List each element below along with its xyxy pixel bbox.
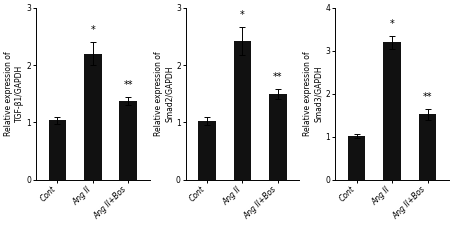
Text: *: * [390, 19, 395, 29]
Text: *: * [240, 10, 245, 20]
Text: **: ** [423, 92, 432, 102]
Y-axis label: Relative expression of
Smad2/GAPDH: Relative expression of Smad2/GAPDH [154, 52, 174, 136]
Text: *: * [91, 25, 95, 35]
Bar [269, 94, 287, 180]
Bar [84, 54, 102, 180]
Bar [48, 120, 66, 180]
Bar [348, 136, 366, 180]
Y-axis label: Relative expression of
Smad3/GAPDH: Relative expression of Smad3/GAPDH [304, 52, 323, 136]
Text: **: ** [124, 80, 133, 90]
Bar [120, 101, 137, 180]
Bar [198, 121, 216, 180]
Text: **: ** [273, 72, 283, 82]
Bar [234, 41, 251, 180]
Bar [383, 42, 401, 180]
Y-axis label: Relative expression of
TGF-β1/GAPDH: Relative expression of TGF-β1/GAPDH [4, 52, 24, 136]
Bar [419, 114, 436, 180]
